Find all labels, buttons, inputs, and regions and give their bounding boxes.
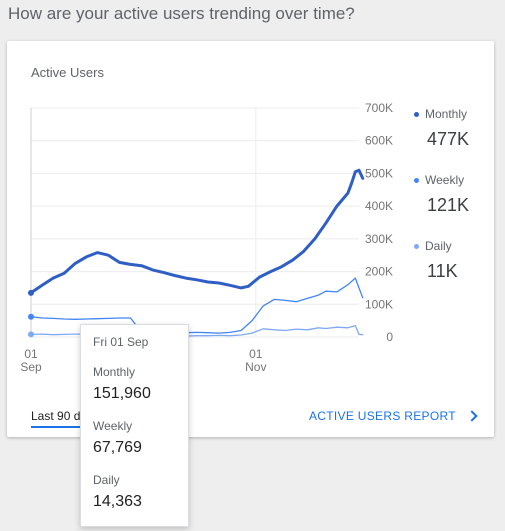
tooltip-monthly-value: 151,960	[93, 385, 151, 402]
y-tick-label: 700K	[365, 101, 393, 115]
y-tick-label: 300K	[365, 232, 393, 246]
chevron-right-icon	[466, 410, 478, 422]
series-line-monthly	[29, 168, 365, 295]
tooltip-monthly-label: Monthly	[93, 365, 136, 379]
y-tick-label: 400K	[365, 199, 393, 213]
legend-value-weekly: 121K	[427, 195, 470, 215]
hover-point-monthly	[28, 289, 34, 296]
y-tick-label: 500K	[365, 166, 393, 180]
tooltip-weekly-value: 67,769	[93, 439, 142, 456]
tooltip-daily-label: Daily	[93, 473, 120, 487]
hover-point-weekly	[28, 313, 34, 320]
legend-value-monthly: 477K	[427, 129, 470, 149]
tooltip-date: Fri 01 Sep	[93, 335, 149, 349]
report-link-label: ACTIVE USERS REPORT	[309, 409, 456, 423]
x-tick-month: Sep	[20, 360, 42, 374]
legend-label-weekly: Weekly	[425, 173, 465, 187]
x-tick-day: 01	[24, 347, 38, 361]
legend-item-monthly[interactable]: Monthly 477K	[414, 107, 494, 150]
legend-label-daily: Daily	[425, 239, 452, 253]
legend-label-monthly: Monthly	[425, 107, 468, 121]
legend-value-daily: 11K	[427, 261, 458, 281]
y-tick-label: 600K	[365, 134, 393, 148]
tooltip-daily-value: 14,363	[93, 493, 142, 510]
page-heading: How are your active users trending over …	[8, 4, 355, 23]
x-tick-day: 01	[249, 347, 263, 361]
legend-item-weekly[interactable]: Weekly 121K	[414, 173, 494, 216]
y-tick-label: 200K	[365, 265, 393, 279]
date-range-selector[interactable]: Last 90 d	[31, 409, 101, 428]
y-tick-label: 100K	[365, 297, 393, 311]
weekly-dot-icon	[414, 177, 419, 183]
series-line-weekly	[30, 277, 364, 335]
tooltip-weekly-label: Weekly	[93, 419, 133, 433]
legend-item-daily[interactable]: Daily 11K	[414, 239, 494, 282]
card-title: Active Users	[31, 65, 104, 80]
daily-dot-icon	[414, 243, 419, 249]
y-tick-label: 0	[386, 330, 393, 344]
monthly-dot-icon	[414, 111, 419, 117]
hover-point-daily	[28, 331, 34, 338]
active-users-report-link[interactable]: ACTIVE USERS REPORT	[309, 409, 478, 423]
x-tick-month: Nov	[245, 360, 266, 374]
chart-tooltip: Fri 01 Sep Monthly 151,960 Weekly 67,769…	[80, 324, 189, 527]
